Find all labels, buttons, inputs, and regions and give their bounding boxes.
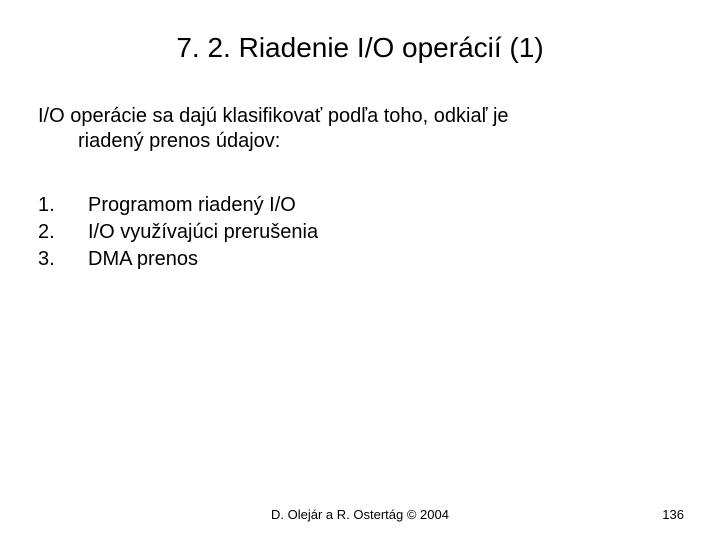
list-item: 3. DMA prenos bbox=[38, 246, 684, 273]
list-item-number: 1. bbox=[38, 192, 88, 219]
intro-line-2: riadený prenos údajov: bbox=[38, 129, 684, 154]
list-item-number: 2. bbox=[38, 219, 88, 246]
slide-container: 7. 2. Riadenie I/O operácií (1) I/O oper… bbox=[0, 0, 720, 540]
footer-copyright: D. Olejár a R. Ostertág © 2004 bbox=[0, 507, 720, 522]
list-item: 1. Programom riadený I/O bbox=[38, 192, 684, 219]
list-item-text: Programom riadený I/O bbox=[88, 192, 296, 219]
page-number: 136 bbox=[662, 507, 684, 522]
intro-line-1: I/O operácie sa dajú klasifikovať podľa … bbox=[38, 104, 684, 129]
list-item-text: DMA prenos bbox=[88, 246, 198, 273]
list-item-text: I/O využívajúci prerušenia bbox=[88, 219, 318, 246]
slide-title: 7. 2. Riadenie I/O operácií (1) bbox=[36, 32, 684, 64]
list-item-number: 3. bbox=[38, 246, 88, 273]
numbered-list: 1. Programom riadený I/O 2. I/O využívaj… bbox=[36, 192, 684, 273]
list-item: 2. I/O využívajúci prerušenia bbox=[38, 219, 684, 246]
intro-paragraph: I/O operácie sa dajú klasifikovať podľa … bbox=[36, 104, 684, 154]
